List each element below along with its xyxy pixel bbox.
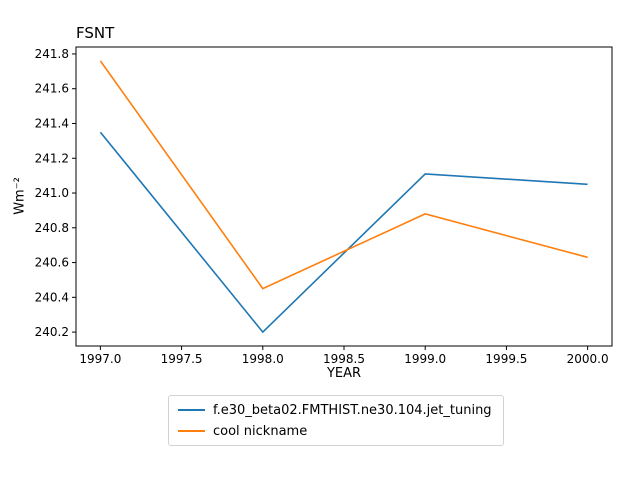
x-tick-label: 2000.0 [567,352,609,366]
y-tick-label: 240.2 [35,325,69,339]
legend-item: cool nickname [178,422,492,440]
y-tick-label: 241.2 [35,151,69,165]
legend: f.e30_beta02.FMTHIST.ne30.104.jet_tuning… [168,395,504,446]
legend-label-series-1: cool nickname [213,423,308,439]
series-line-0 [99,131,588,334]
x-tick-label: 1998.0 [242,352,284,366]
legend-line-swatch-series-1 [178,430,205,432]
y-tick-label: 240.6 [35,256,69,270]
x-tick-label: 1998.5 [323,352,365,366]
legend-item: f.e30_beta02.FMTHIST.ne30.104.jet_tuning [178,401,492,419]
axes-spines [75,46,613,347]
y-tick-label: 241.4 [35,116,69,130]
x-tick-label: 1999.0 [404,352,446,366]
y-tick-label: 241.6 [35,82,69,96]
y-tick-label: 240.4 [35,290,69,304]
x-tick-label: 1997.5 [161,352,203,366]
y-tick-label: 241.0 [35,186,69,200]
chart-title: FSNT [76,24,115,42]
series-line-1 [99,60,588,290]
x-tick-label: 1999.5 [485,352,527,366]
y-tick-label: 240.8 [35,221,69,235]
x-tick-label: 1997.0 [79,352,121,366]
legend-line-swatch-series-0 [178,409,205,411]
x-axis-label: YEAR [326,366,362,381]
legend-label-series-0: f.e30_beta02.FMTHIST.ne30.104.jet_tuning [213,402,492,418]
y-tick-label: 241.8 [35,47,69,61]
